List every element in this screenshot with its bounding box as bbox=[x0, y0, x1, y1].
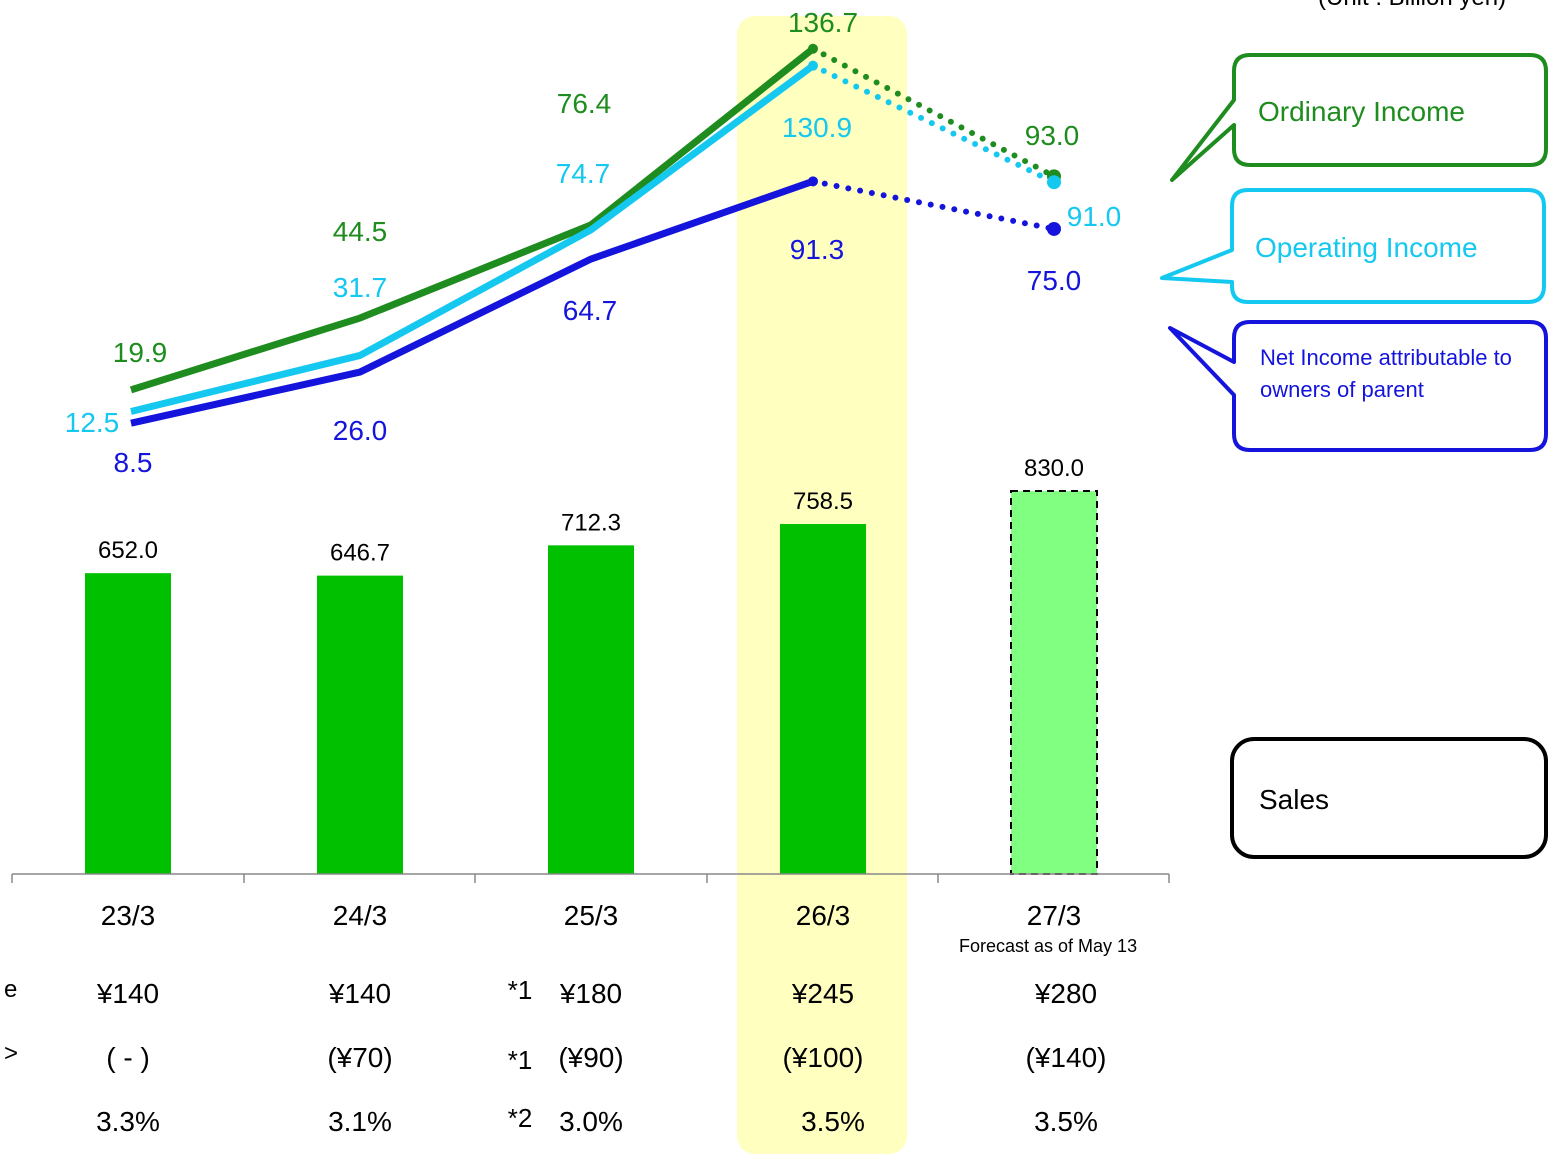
table-cell: 3.0% bbox=[559, 1106, 623, 1137]
sales-value-label: 830.0 bbox=[1024, 455, 1084, 482]
ordinary_income-value-label: 44.5 bbox=[333, 216, 388, 247]
sales-bar-27/3 bbox=[1010, 490, 1098, 875]
x-tick-label: 26/3 bbox=[796, 900, 851, 931]
table-cell: (¥90) bbox=[558, 1042, 623, 1073]
legend-net-income: Net Income attributable to owners of par… bbox=[1260, 345, 1512, 402]
operating_income-point bbox=[1047, 175, 1061, 190]
table-footnote-marker: *1 bbox=[508, 975, 533, 1005]
x-tick-label: 23/3 bbox=[101, 900, 156, 931]
net_income-forecast-line bbox=[810, 178, 1057, 232]
operating_income-forecast-line bbox=[810, 62, 1057, 186]
x-tick-label: 25/3 bbox=[564, 900, 619, 931]
forecast-note: Forecast as of May 13 bbox=[959, 936, 1138, 956]
ordinary_income-value-label: 93.0 bbox=[1025, 120, 1080, 151]
operating_income-point bbox=[808, 60, 818, 71]
sales-bar-25/3 bbox=[548, 545, 634, 874]
callout-operating-income bbox=[1160, 188, 1546, 304]
table-cell: ¥140 bbox=[328, 978, 391, 1009]
sales-value-label: 712.3 bbox=[561, 509, 621, 536]
ordinary_income-point bbox=[808, 43, 818, 54]
table-cell: ¥140 bbox=[96, 978, 159, 1009]
x-tick-label: 27/3 bbox=[1027, 900, 1082, 931]
net_income-value-label: 64.7 bbox=[563, 295, 618, 326]
net_income-point bbox=[808, 176, 818, 187]
net_income-line bbox=[130, 178, 815, 427]
row-label-fragment: > bbox=[4, 1040, 18, 1067]
operating_income-value-label: 12.5 bbox=[65, 407, 120, 438]
net_income-value-label: 75.0 bbox=[1027, 265, 1082, 296]
sales-value-label: 646.7 bbox=[330, 540, 390, 567]
net_income-value-label: 8.5 bbox=[114, 447, 153, 478]
ordinary_income-forecast-line bbox=[810, 45, 1057, 180]
legend-operating-income: Operating Income bbox=[1255, 232, 1478, 263]
table-cell: ( - ) bbox=[106, 1042, 150, 1073]
table-cell: ¥245 bbox=[791, 978, 854, 1009]
row-label-fragment: e bbox=[4, 976, 17, 1003]
net_income-point bbox=[1047, 221, 1061, 236]
sales-bar-26/3 bbox=[780, 524, 866, 874]
operating_income-value-label: 74.7 bbox=[556, 158, 611, 189]
operating_income-value-label: 91.0 bbox=[1067, 201, 1122, 232]
table-cell: 3.3% bbox=[96, 1106, 160, 1137]
table-footnote-marker: *1 bbox=[508, 1045, 533, 1075]
operating_income-line bbox=[130, 62, 816, 415]
ordinary_income-line bbox=[129, 45, 816, 394]
legend-ordinary-income: Ordinary Income bbox=[1258, 96, 1465, 127]
table-footnote-marker: *2 bbox=[508, 1103, 533, 1133]
operating_income-value-label: 130.9 bbox=[782, 112, 852, 143]
operating_income-value-label: 31.7 bbox=[333, 272, 388, 303]
callout-ordinary-income bbox=[1170, 53, 1548, 182]
callout-net-income bbox=[1168, 320, 1548, 452]
ordinary_income-value-label: 136.7 bbox=[788, 7, 858, 38]
net_income-value-label: 26.0 bbox=[333, 415, 388, 446]
sales-bar-23/3 bbox=[85, 573, 171, 874]
sales-bar-24/3 bbox=[317, 575, 403, 874]
x-tick-label: 24/3 bbox=[333, 900, 388, 931]
table-cell: (¥140) bbox=[1026, 1042, 1107, 1073]
unit-note: (Unit : Billion yen) bbox=[1318, 0, 1506, 12]
net_income-value-label: 91.3 bbox=[790, 234, 845, 265]
callout-sales bbox=[1230, 737, 1548, 859]
sales-value-label: 758.5 bbox=[793, 488, 853, 515]
sales-value-label: 652.0 bbox=[98, 537, 158, 564]
ordinary_income-value-label: 76.4 bbox=[557, 88, 612, 119]
table-cell: ¥280 bbox=[1034, 978, 1097, 1009]
table-cell: 3.5% bbox=[1034, 1106, 1098, 1137]
ordinary_income-value-label: 19.9 bbox=[113, 337, 168, 368]
table-cell: ¥180 bbox=[559, 978, 622, 1009]
table-cell: (¥70) bbox=[327, 1042, 392, 1073]
legend-sales: Sales bbox=[1259, 784, 1330, 815]
table-cell: 3.1% bbox=[328, 1106, 392, 1137]
table-cell: 3.5% bbox=[801, 1106, 865, 1137]
table-cell: (¥100) bbox=[783, 1042, 864, 1073]
